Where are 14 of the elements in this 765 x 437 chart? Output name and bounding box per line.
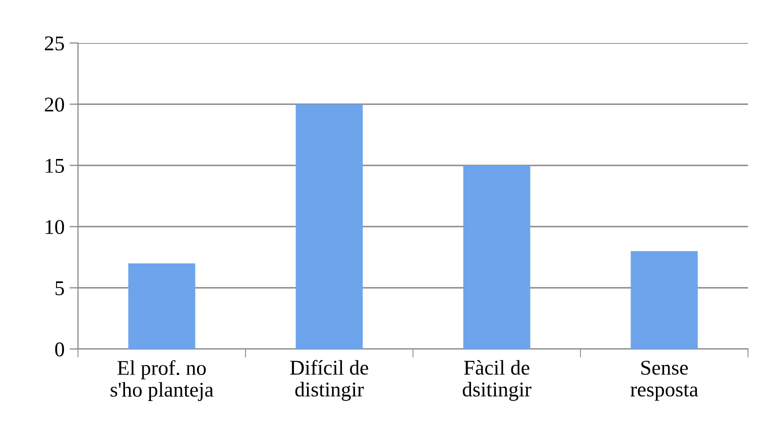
y-tick-label: 25: [44, 36, 64, 50]
x-tick-label: Difícil de distingir: [290, 360, 368, 401]
x-tick-label: El prof. no s'ho planteja: [110, 360, 214, 401]
y-tick-label: 5: [56, 281, 64, 296]
y-tick-label: 20: [44, 98, 64, 112]
y-tick-label: 0: [55, 342, 64, 356]
bar: [128, 263, 196, 349]
y-tick-label: 15: [46, 158, 64, 173]
bar: [296, 104, 363, 349]
x-tick-label: Fàcil de dsitingir: [462, 360, 532, 401]
bar: [463, 165, 530, 349]
x-tick-label: Sense resposta: [630, 360, 698, 401]
bar: [630, 251, 698, 349]
y-tick-label: 10: [46, 220, 64, 234]
